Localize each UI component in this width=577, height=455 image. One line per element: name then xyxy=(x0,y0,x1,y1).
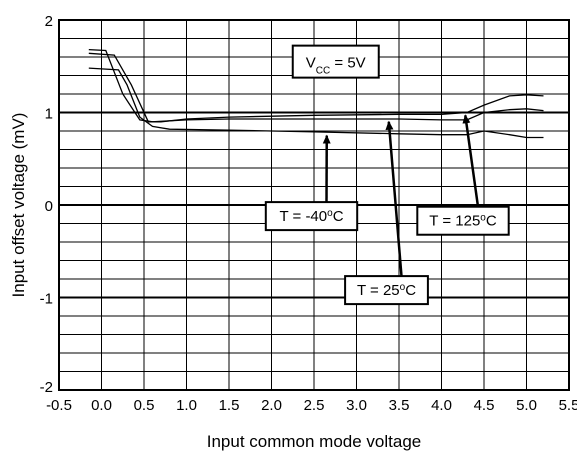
annotation-label-text: T = 125oC xyxy=(429,212,497,230)
y-axis-label: Input offset voltage (mV) xyxy=(9,113,28,298)
annotation-label-box xyxy=(416,205,510,236)
label-part: T = -40 xyxy=(279,208,327,225)
y-tick-label: 2 xyxy=(45,13,53,30)
x-tick-label: 0.0 xyxy=(91,397,112,414)
condition-text: VCC = 5V xyxy=(306,55,366,77)
y-tick-label: -1 xyxy=(40,291,53,308)
x-tick-label: 2.0 xyxy=(261,397,282,414)
series-line-1 xyxy=(88,48,544,123)
label-part: T = 125 xyxy=(429,213,480,230)
annotation-label-box xyxy=(264,201,359,232)
condition-sub: CC xyxy=(316,65,330,76)
plot-frame xyxy=(58,19,570,391)
degree-mark: o xyxy=(480,212,486,223)
label-part: C xyxy=(333,208,344,225)
x-tick-label: 0.5 xyxy=(134,397,155,414)
y-tick-label: 1 xyxy=(45,106,53,123)
label-part: T = 25 xyxy=(357,282,400,299)
annotation-arrow xyxy=(462,114,480,207)
x-tick-label: 5.5 xyxy=(559,397,577,414)
label-part: C xyxy=(486,213,497,230)
y-tick-label: 0 xyxy=(45,198,53,215)
x-tick-label: 3.0 xyxy=(346,397,367,414)
condition-rest: = 5V xyxy=(330,55,365,72)
series-layer xyxy=(88,48,544,139)
x-axis-label: Input common mode voltage xyxy=(207,432,422,451)
x-tick-label: 5.0 xyxy=(516,397,537,414)
series-line-2 xyxy=(88,52,544,123)
annotation-label: T = -40oC xyxy=(264,201,359,232)
x-tick-label: 2.5 xyxy=(304,397,325,414)
annotation-label: T = 125oC xyxy=(416,205,510,236)
x-tick-label: 3.5 xyxy=(389,397,410,414)
x-tick-label: 4.0 xyxy=(431,397,452,414)
x-tick-label: 1.5 xyxy=(219,397,240,414)
x-tick-label: 4.5 xyxy=(474,397,495,414)
annotation-label-box xyxy=(344,275,429,306)
condition-v: V xyxy=(306,55,316,72)
series-line-0 xyxy=(88,67,544,139)
degree-mark: o xyxy=(327,208,333,219)
condition-label: VCC = 5V xyxy=(291,44,380,79)
y-tick-label: -2 xyxy=(40,379,53,396)
degree-mark: o xyxy=(400,282,406,293)
label-part: C xyxy=(405,282,416,299)
annotation-label-text: T = 25oC xyxy=(357,282,416,300)
x-tick-label: 1.0 xyxy=(176,397,197,414)
annotation-arrow xyxy=(385,120,403,277)
annotation-label-text: T = -40oC xyxy=(279,208,343,226)
tick-layer: -0.5 0.0 0.5 1.0 1.5 2.0 2.5 3.0 3.5 4.0 4.5 5.0 5.5… xyxy=(40,13,577,414)
x-tick-label: -0.5 xyxy=(46,397,72,414)
annotation-label: T = 25oC xyxy=(344,275,429,306)
condition-box xyxy=(291,44,380,79)
